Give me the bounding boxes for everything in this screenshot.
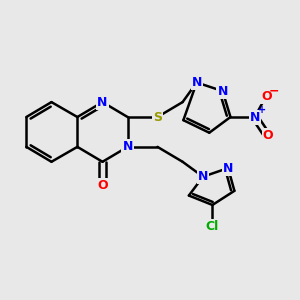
Text: −: − <box>268 85 279 98</box>
Text: S: S <box>153 110 162 124</box>
Text: N: N <box>198 170 208 183</box>
Text: N: N <box>250 110 260 124</box>
Text: O: O <box>97 179 108 192</box>
Text: N: N <box>218 85 228 98</box>
Text: O: O <box>263 129 274 142</box>
Text: O: O <box>261 90 272 103</box>
Text: Cl: Cl <box>206 220 219 233</box>
Text: N: N <box>97 96 108 109</box>
Text: N: N <box>122 140 133 153</box>
Text: N: N <box>191 76 202 89</box>
Text: +: + <box>258 105 266 115</box>
Text: N: N <box>223 162 233 175</box>
